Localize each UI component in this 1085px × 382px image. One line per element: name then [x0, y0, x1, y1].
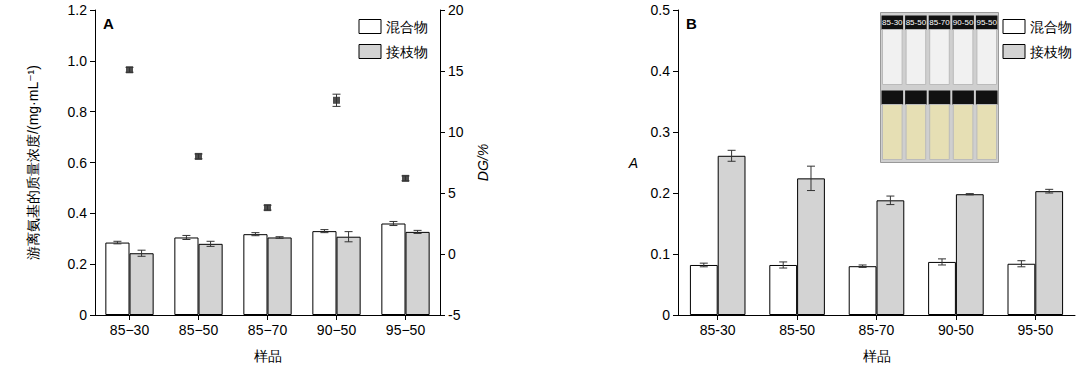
svg-text:85-30: 85-30: [700, 322, 736, 338]
svg-text:0.8: 0.8: [68, 104, 88, 120]
svg-text:0: 0: [448, 246, 456, 262]
svg-text:0.2: 0.2: [68, 256, 88, 272]
svg-text:混合物: 混合物: [386, 19, 428, 35]
svg-text:85-30: 85-30: [882, 18, 903, 27]
svg-text:混合物: 混合物: [1030, 19, 1072, 35]
svg-text:95−50: 95−50: [386, 322, 426, 338]
svg-text:0.4: 0.4: [651, 63, 671, 79]
svg-text:接枝物: 接枝物: [386, 44, 428, 60]
svg-text:20: 20: [448, 2, 464, 18]
svg-text:0.5: 0.5: [651, 2, 671, 18]
svg-text:-5: -5: [448, 307, 461, 323]
svg-text:0: 0: [79, 307, 87, 323]
svg-text:样品: 样品: [254, 348, 282, 364]
svg-text:0: 0: [662, 307, 670, 323]
svg-text:95-50: 95-50: [1017, 322, 1053, 338]
svg-text:90-50: 90-50: [953, 18, 974, 27]
svg-text:85-50: 85-50: [779, 322, 815, 338]
svg-text:85-50: 85-50: [906, 18, 927, 27]
svg-text:85-70: 85-70: [859, 322, 895, 338]
svg-text:90−50: 90−50: [317, 322, 357, 338]
svg-text:5: 5: [448, 185, 456, 201]
svg-text:A: A: [628, 155, 638, 171]
svg-text:样品: 样品: [863, 348, 891, 364]
svg-text:游离氨基的质量浓度/(mg·mL⁻¹): 游离氨基的质量浓度/(mg·mL⁻¹): [25, 65, 41, 260]
svg-text:95-50: 95-50: [976, 18, 997, 27]
svg-text:1.2: 1.2: [68, 2, 88, 18]
svg-text:1.0: 1.0: [68, 53, 88, 69]
svg-text:0.1: 0.1: [651, 246, 671, 262]
svg-text:0.4: 0.4: [68, 205, 88, 221]
svg-text:B: B: [686, 15, 697, 32]
svg-text:85-70: 85-70: [929, 18, 950, 27]
svg-text:A: A: [103, 15, 114, 32]
svg-text:接枝物: 接枝物: [1030, 44, 1072, 60]
svg-text:85−70: 85−70: [248, 322, 288, 338]
svg-text:DG/%: DG/%: [475, 144, 491, 181]
svg-text:15: 15: [448, 63, 464, 79]
svg-text:0.6: 0.6: [68, 155, 88, 171]
svg-text:85−50: 85−50: [179, 322, 219, 338]
svg-text:85−30: 85−30: [110, 322, 150, 338]
svg-text:10: 10: [448, 124, 464, 140]
svg-text:90-50: 90-50: [938, 322, 974, 338]
svg-text:0.2: 0.2: [651, 185, 671, 201]
svg-text:0.3: 0.3: [651, 124, 671, 140]
